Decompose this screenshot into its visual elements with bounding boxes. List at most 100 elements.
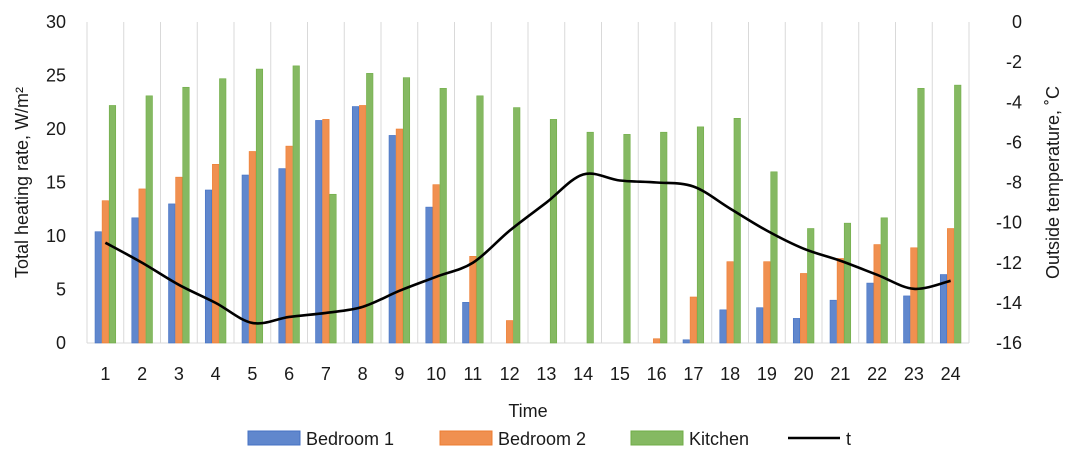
x-tick-label: 14 — [573, 364, 593, 384]
bedroom-2-bar — [689, 296, 697, 344]
bedroom-1-bar — [388, 135, 396, 344]
bedroom-2-bar — [285, 145, 293, 344]
kitchen-bar — [660, 131, 668, 344]
kitchen-bar — [329, 193, 337, 344]
y2-tick-label: -12 — [996, 253, 1022, 273]
bedroom-2-bar — [653, 338, 661, 344]
x-tick-label: 4 — [211, 364, 221, 384]
y2-tick-label: -6 — [1006, 132, 1022, 152]
y2-axis-title: Outside temperature, ˚C — [1043, 86, 1063, 279]
x-tick-label: 12 — [500, 364, 520, 384]
x-tick-label: 16 — [647, 364, 667, 384]
kitchen-bar — [439, 88, 447, 344]
bedroom-2-bar — [873, 244, 881, 344]
kitchen-bar — [807, 228, 815, 344]
x-tick-label: 24 — [941, 364, 961, 384]
kitchen-bar — [954, 84, 962, 344]
bedroom-1-bar — [315, 120, 323, 344]
bedroom-2-bar — [212, 164, 220, 344]
bedroom-1-bar — [462, 302, 470, 344]
temperature-line — [104, 172, 951, 325]
legend-swatch-bedroom-1 — [247, 430, 301, 446]
bedroom-1-bar — [719, 309, 727, 344]
x-tick-label: 7 — [321, 364, 331, 384]
bedroom-2-bar — [175, 176, 183, 344]
x-tick-label: 23 — [904, 364, 924, 384]
y-tick-label: 25 — [46, 66, 66, 86]
bedroom-2-bar — [395, 128, 403, 344]
legend-label-bedroom-1: Bedroom 1 — [306, 429, 394, 449]
y2-tick-label: -8 — [1006, 173, 1022, 193]
y-tick-label: 10 — [46, 226, 66, 246]
legend-label-t: t — [846, 429, 851, 449]
y-axis-title: Total heating rate, W/m² — [12, 87, 32, 278]
kitchen-bar — [255, 68, 264, 344]
bedroom-1-bar — [204, 189, 213, 344]
line-series — [104, 172, 951, 325]
kitchen-bar — [292, 65, 300, 344]
bedroom-1-bar — [168, 203, 176, 344]
x-tick-label: 2 — [137, 364, 147, 384]
kitchen-bar — [476, 95, 484, 344]
bedroom-2-bar — [947, 228, 955, 344]
bedroom-2-bar — [726, 261, 734, 344]
x-tick-label: 6 — [284, 364, 294, 384]
kitchen-bar — [880, 217, 888, 344]
kitchen-bar — [917, 88, 925, 344]
bar-series — [94, 65, 962, 344]
bedroom-2-bar — [101, 200, 109, 344]
kitchen-bar — [770, 171, 778, 344]
x-tick-label: 8 — [358, 364, 368, 384]
legend-label-bedroom-2: Bedroom 2 — [498, 429, 586, 449]
y2-tick-label: -4 — [1006, 92, 1022, 112]
x-tick-label: 13 — [536, 364, 556, 384]
kitchen-bar — [402, 77, 411, 344]
bedroom-1-bar — [939, 274, 948, 344]
bedroom-1-bar — [756, 307, 764, 344]
y-tick-label: 5 — [56, 280, 66, 300]
y2-tick-label: -14 — [996, 293, 1022, 313]
bedroom-1-bar — [131, 217, 139, 344]
bedroom-1-bar — [829, 299, 837, 344]
y2-tick-label: 0 — [1012, 12, 1022, 32]
bedroom-2-bar — [763, 261, 771, 344]
kitchen-bar — [549, 119, 558, 344]
y-tick-label: 20 — [46, 119, 66, 139]
bedroom-2-bar — [836, 258, 844, 344]
kitchen-bar — [182, 86, 190, 344]
bedroom-1-bar — [241, 174, 249, 344]
x-tick-label: 22 — [867, 364, 887, 384]
grid-lines — [86, 22, 970, 344]
x-tick-label: 20 — [794, 364, 814, 384]
bedroom-2-bar — [138, 188, 146, 344]
bedroom-2-bar — [248, 151, 256, 344]
kitchen-bar — [733, 118, 741, 344]
kitchen-bar — [843, 222, 852, 344]
bedroom-2-bar — [432, 184, 440, 344]
x-tick-label: 21 — [830, 364, 850, 384]
bedroom-1-bar — [903, 295, 911, 344]
y2-tick-label: -16 — [996, 333, 1022, 353]
kitchen-bar — [145, 95, 153, 344]
legend-label-kitchen: Kitchen — [689, 429, 749, 449]
x-tick-label: 11 — [464, 364, 483, 384]
y-tick-label: 30 — [46, 12, 66, 32]
x-tick-label: 15 — [610, 364, 630, 384]
x-tick-label: 1 — [100, 364, 110, 384]
legend: Bedroom 1 Bedroom 2 Kitchen t — [247, 429, 851, 449]
kitchen-bar — [219, 78, 227, 344]
y2-tick-label: -10 — [996, 213, 1022, 233]
kitchen-bar — [696, 126, 705, 344]
bedroom-2-bar — [506, 320, 514, 344]
bedroom-2-bar — [322, 119, 330, 344]
y-tick-label: 15 — [46, 173, 66, 193]
kitchen-bar — [586, 131, 594, 344]
y-tick-label: 0 — [56, 333, 66, 353]
bedroom-2-bar — [910, 247, 918, 344]
bedroom-2-bar — [800, 273, 808, 344]
bedroom-1-bar — [425, 206, 433, 344]
bedroom-1-bar — [351, 106, 360, 344]
x-tick-label: 3 — [174, 364, 184, 384]
bedroom-2-bar — [359, 105, 367, 344]
